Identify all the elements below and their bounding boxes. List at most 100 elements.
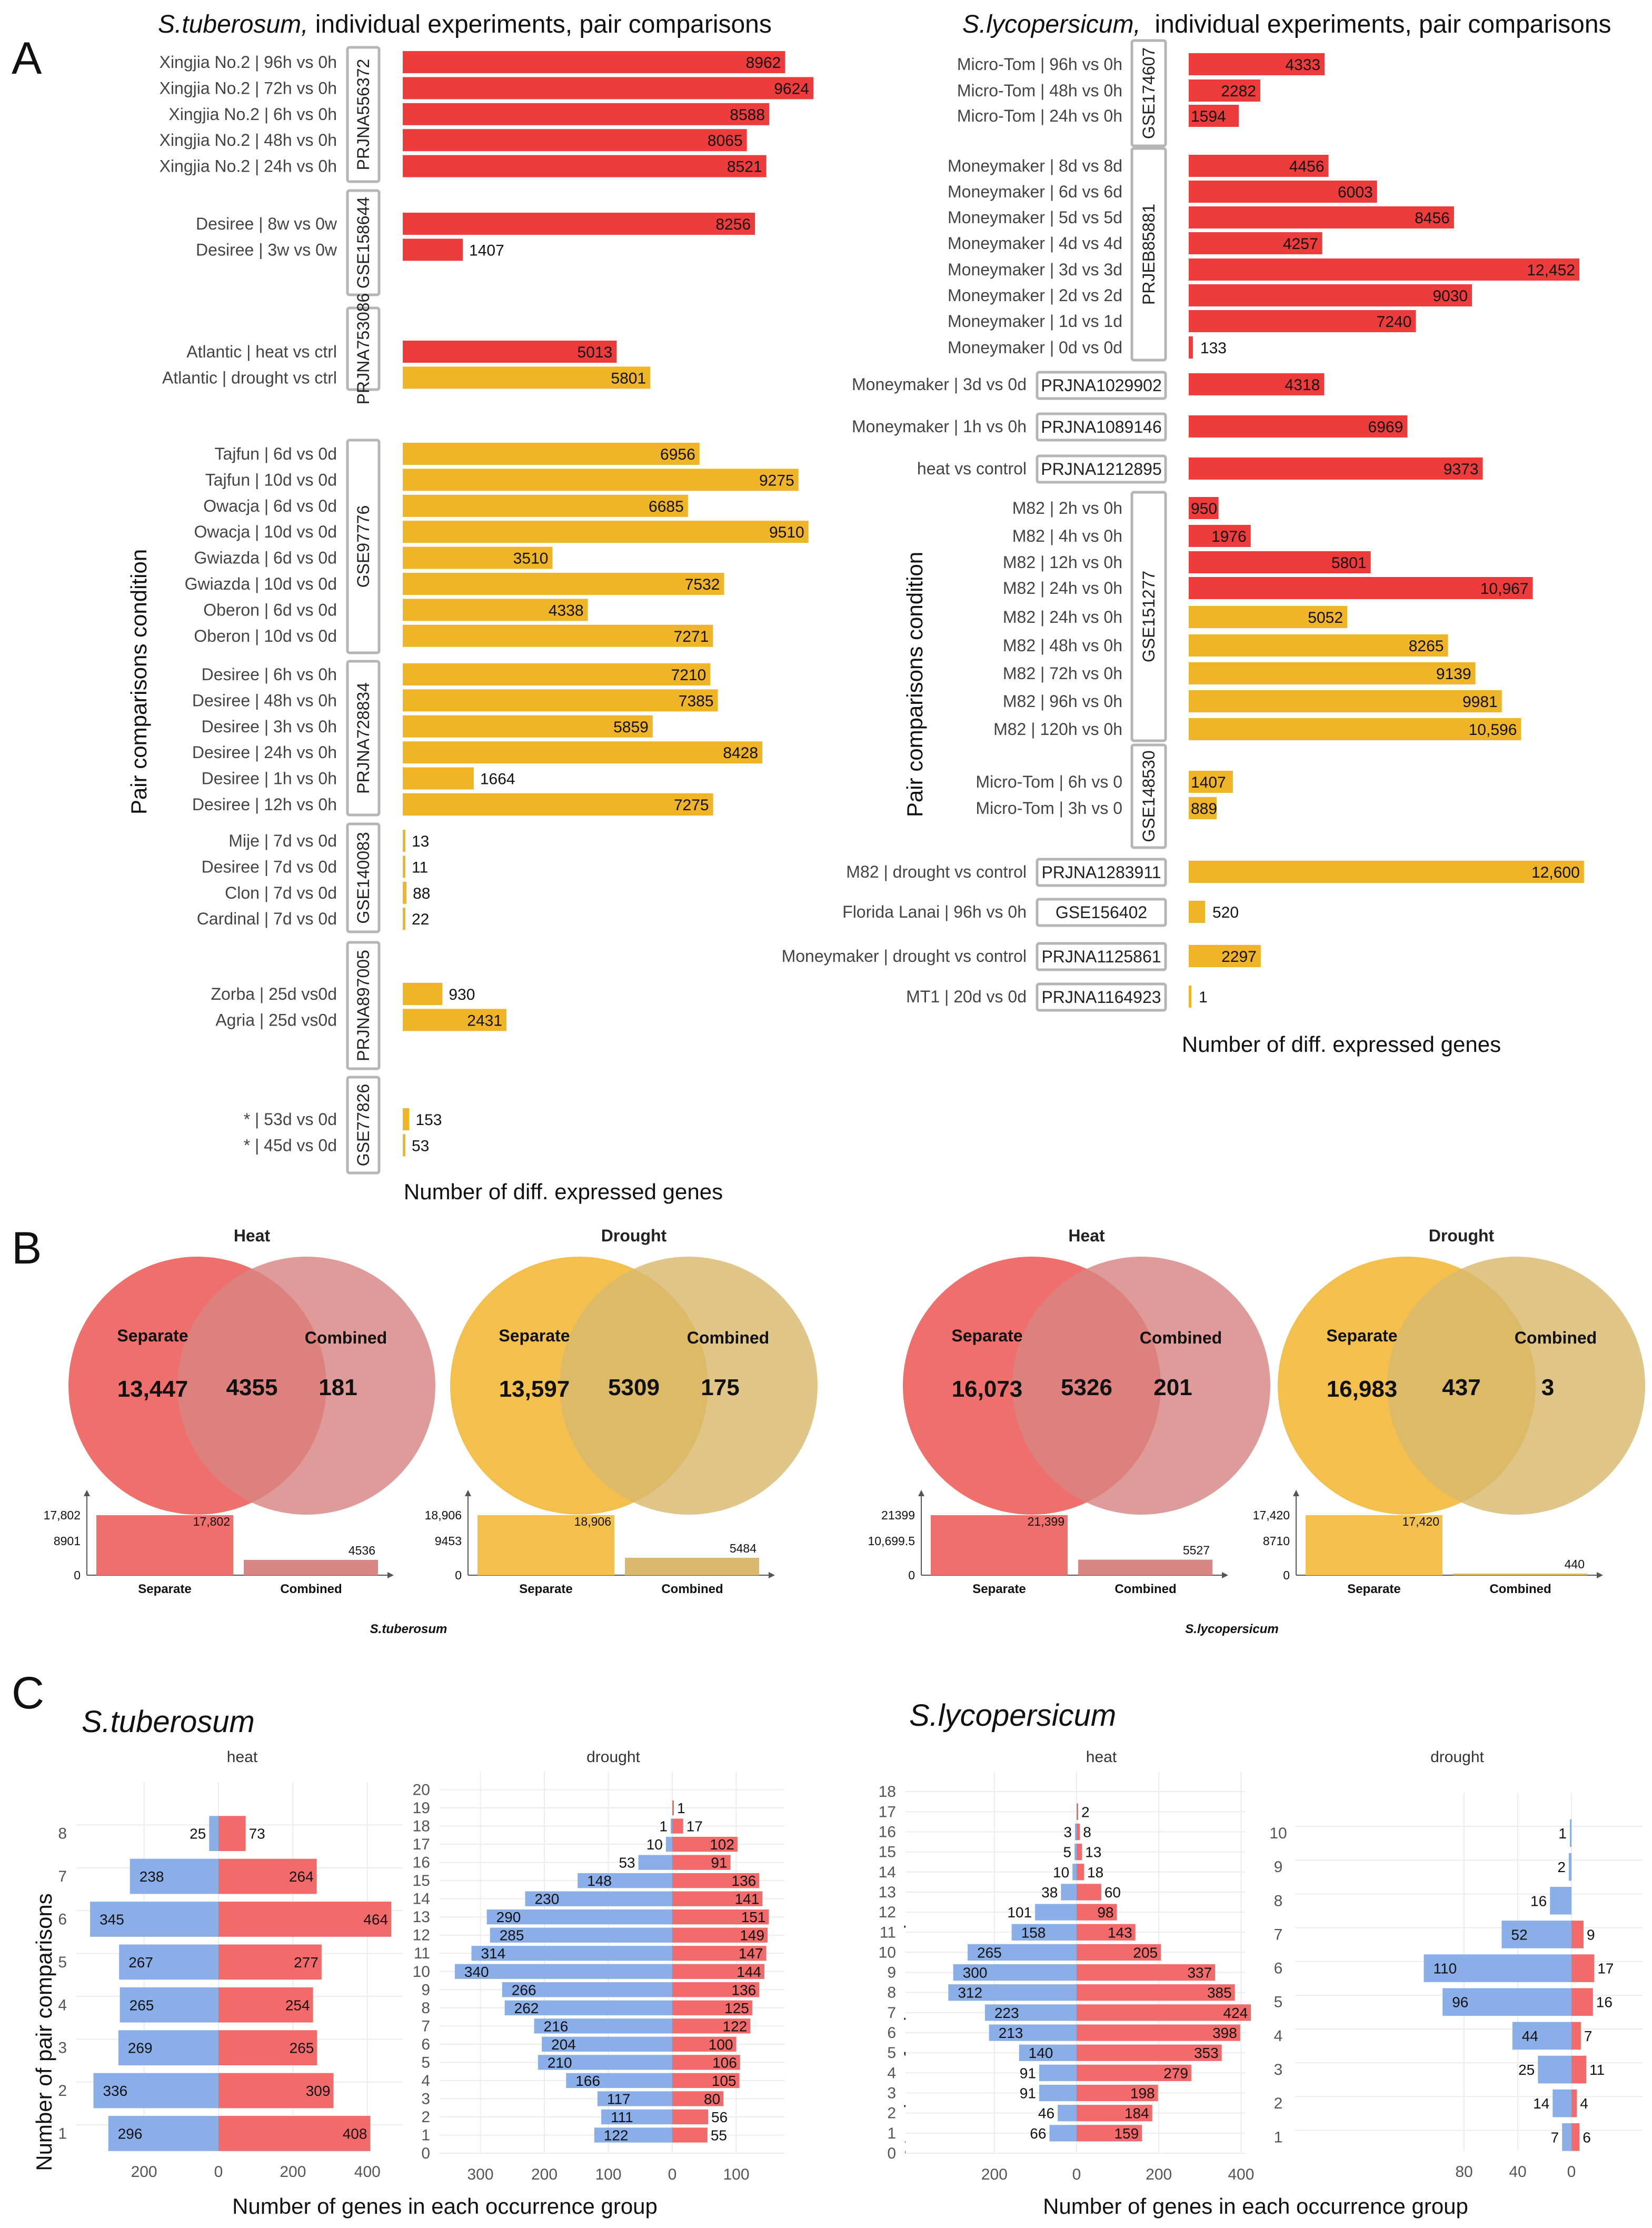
bar-negative [1550, 1886, 1571, 1915]
bar-negative [638, 1855, 672, 1870]
inset-bar-combined [625, 1557, 759, 1575]
row-label: Desiree | 8w vs 0w [196, 214, 337, 233]
venn-title: Heat [234, 1226, 271, 1245]
panel-letter-b: B [12, 1223, 42, 1274]
venn-combined-label: Combined [1140, 1328, 1222, 1347]
row-label: M82 | 48h vs 0h [1003, 636, 1122, 655]
row-label: * | 45d vs 0d [244, 1136, 337, 1155]
bar-positive-label: 353 [1194, 2045, 1219, 2061]
bar [1189, 690, 1502, 712]
inset-x-arrow [1597, 1572, 1603, 1578]
row-label: Moneymaker | 3d vs 0d [852, 375, 1027, 394]
bar [1189, 206, 1454, 228]
y-tick: 20 [413, 1782, 430, 1799]
bar-positive-label: 11 [1589, 2062, 1605, 2078]
bar-positive-label: 13 [1085, 1844, 1101, 1861]
bar-positive [1077, 1904, 1117, 1921]
bar-positive-label: 1 [677, 1800, 685, 1816]
y-tick: 9 [421, 1981, 430, 1998]
bar-negative-label: 110 [1434, 1961, 1457, 1977]
accession-label: GSE77826 [354, 1084, 373, 1167]
bar [1189, 310, 1416, 332]
bar [1189, 771, 1233, 793]
value-label: 4456 [1289, 158, 1325, 175]
bar-negative-label: 296 [118, 2125, 143, 2142]
inset-value-separate: 17,420 [1402, 1515, 1439, 1528]
bar-positive-label: 398 [1212, 2025, 1237, 2041]
value-label: 4257 [1283, 235, 1318, 253]
bar-positive-label: 17 [686, 1818, 703, 1835]
y-tick: 3 [1274, 2061, 1283, 2078]
bar [403, 238, 463, 261]
venn-shared-count: 437 [1442, 1375, 1480, 1400]
value-label: 9510 [769, 524, 804, 541]
inset-y-tick: 0 [74, 1568, 81, 1582]
inset-y-tick: 0 [455, 1568, 462, 1582]
bar [403, 77, 813, 100]
inset-y-tick: 0 [1283, 1568, 1290, 1582]
bar-positive-label: 144 [737, 1964, 761, 1980]
x-tick: 0 [668, 2166, 677, 2183]
value-label: 4333 [1285, 56, 1320, 74]
panel-a-right-ylabel: Pair comparisons condition [902, 552, 927, 817]
accession-box [1036, 982, 1167, 1012]
bar-positive-label: 6 [1583, 2129, 1591, 2145]
value-label: 7271 [674, 628, 709, 645]
value-label: 8521 [727, 158, 762, 176]
bar [403, 1108, 410, 1130]
value-label: 5801 [1331, 554, 1367, 572]
bar-negative-label: 111 [611, 2109, 633, 2125]
value-label: 950 [1191, 500, 1217, 518]
bar [1189, 232, 1322, 254]
value-label: 5052 [1308, 609, 1343, 626]
venn-title: Drought [601, 1226, 667, 1245]
value-label: 930 [449, 986, 475, 1003]
value-label: 8256 [715, 216, 751, 233]
value-label: 1594 [1191, 108, 1226, 125]
y-tick: 4 [421, 2072, 430, 2090]
bar-negative-label: 1 [1558, 1825, 1567, 1842]
bar-positive-label: 125 [724, 2000, 749, 2016]
inset-y-tick: 21399 [881, 1508, 915, 1522]
y-tick: 10 [879, 1944, 896, 1961]
bar-positive [1077, 2044, 1222, 2061]
bar-negative [1019, 2044, 1077, 2061]
value-label: 7240 [1377, 313, 1412, 331]
bar-negative-label: 345 [99, 1911, 124, 1927]
row-label: Gwiazda | 6d vs 0d [194, 549, 337, 568]
bar-positive [1077, 1884, 1101, 1901]
accession-box [346, 46, 381, 183]
bar-negative-label: 290 [496, 1909, 521, 1925]
row-label: M82 | 4h vs 0h [1012, 526, 1122, 545]
bar [1189, 497, 1219, 519]
bar-negative [120, 1987, 218, 2023]
bar-negative-label: 204 [551, 2036, 576, 2053]
bar-positive [672, 2036, 737, 2052]
row-label: Atlantic | drought vs ctrl [162, 368, 337, 387]
accession-box [1036, 942, 1167, 971]
bar-positive-label: 198 [1130, 2085, 1155, 2102]
inset-bar-separate [1306, 1515, 1442, 1575]
inset-x-arrow [1222, 1572, 1228, 1578]
bar [1189, 577, 1533, 599]
row-label: Owacja | 10d vs 0d [194, 522, 337, 541]
bar-positive-label: 102 [710, 1836, 734, 1853]
panel-c-right-xlabel: Number of genes in each occurrence group [1043, 2194, 1468, 2219]
y-tick: 14 [879, 1864, 896, 1881]
venn-separate-label: Separate [1326, 1326, 1397, 1345]
inset-bar-combined [1078, 1559, 1212, 1575]
bar-negative [1061, 1884, 1077, 1901]
venn-combined-label: Combined [305, 1328, 387, 1347]
bar-negative-label: 340 [464, 1964, 489, 1980]
x-tick: 80 [1455, 2163, 1472, 2181]
y-tick: 17 [413, 1836, 430, 1853]
y-tick: 6 [887, 2024, 896, 2042]
bar-negative [538, 2055, 672, 2070]
bar-positive [1077, 1803, 1078, 1820]
y-tick: 0 [421, 2145, 430, 2162]
row-label: Desiree | 12h vs 0h [192, 795, 337, 814]
panel-c-left-ylabel: Number of pair comparisons [32, 1893, 56, 2171]
panel-c-left-xlabel: Number of genes in each occurrence group [232, 2194, 658, 2219]
row-label: Desiree | 7d vs 0d [202, 857, 337, 876]
